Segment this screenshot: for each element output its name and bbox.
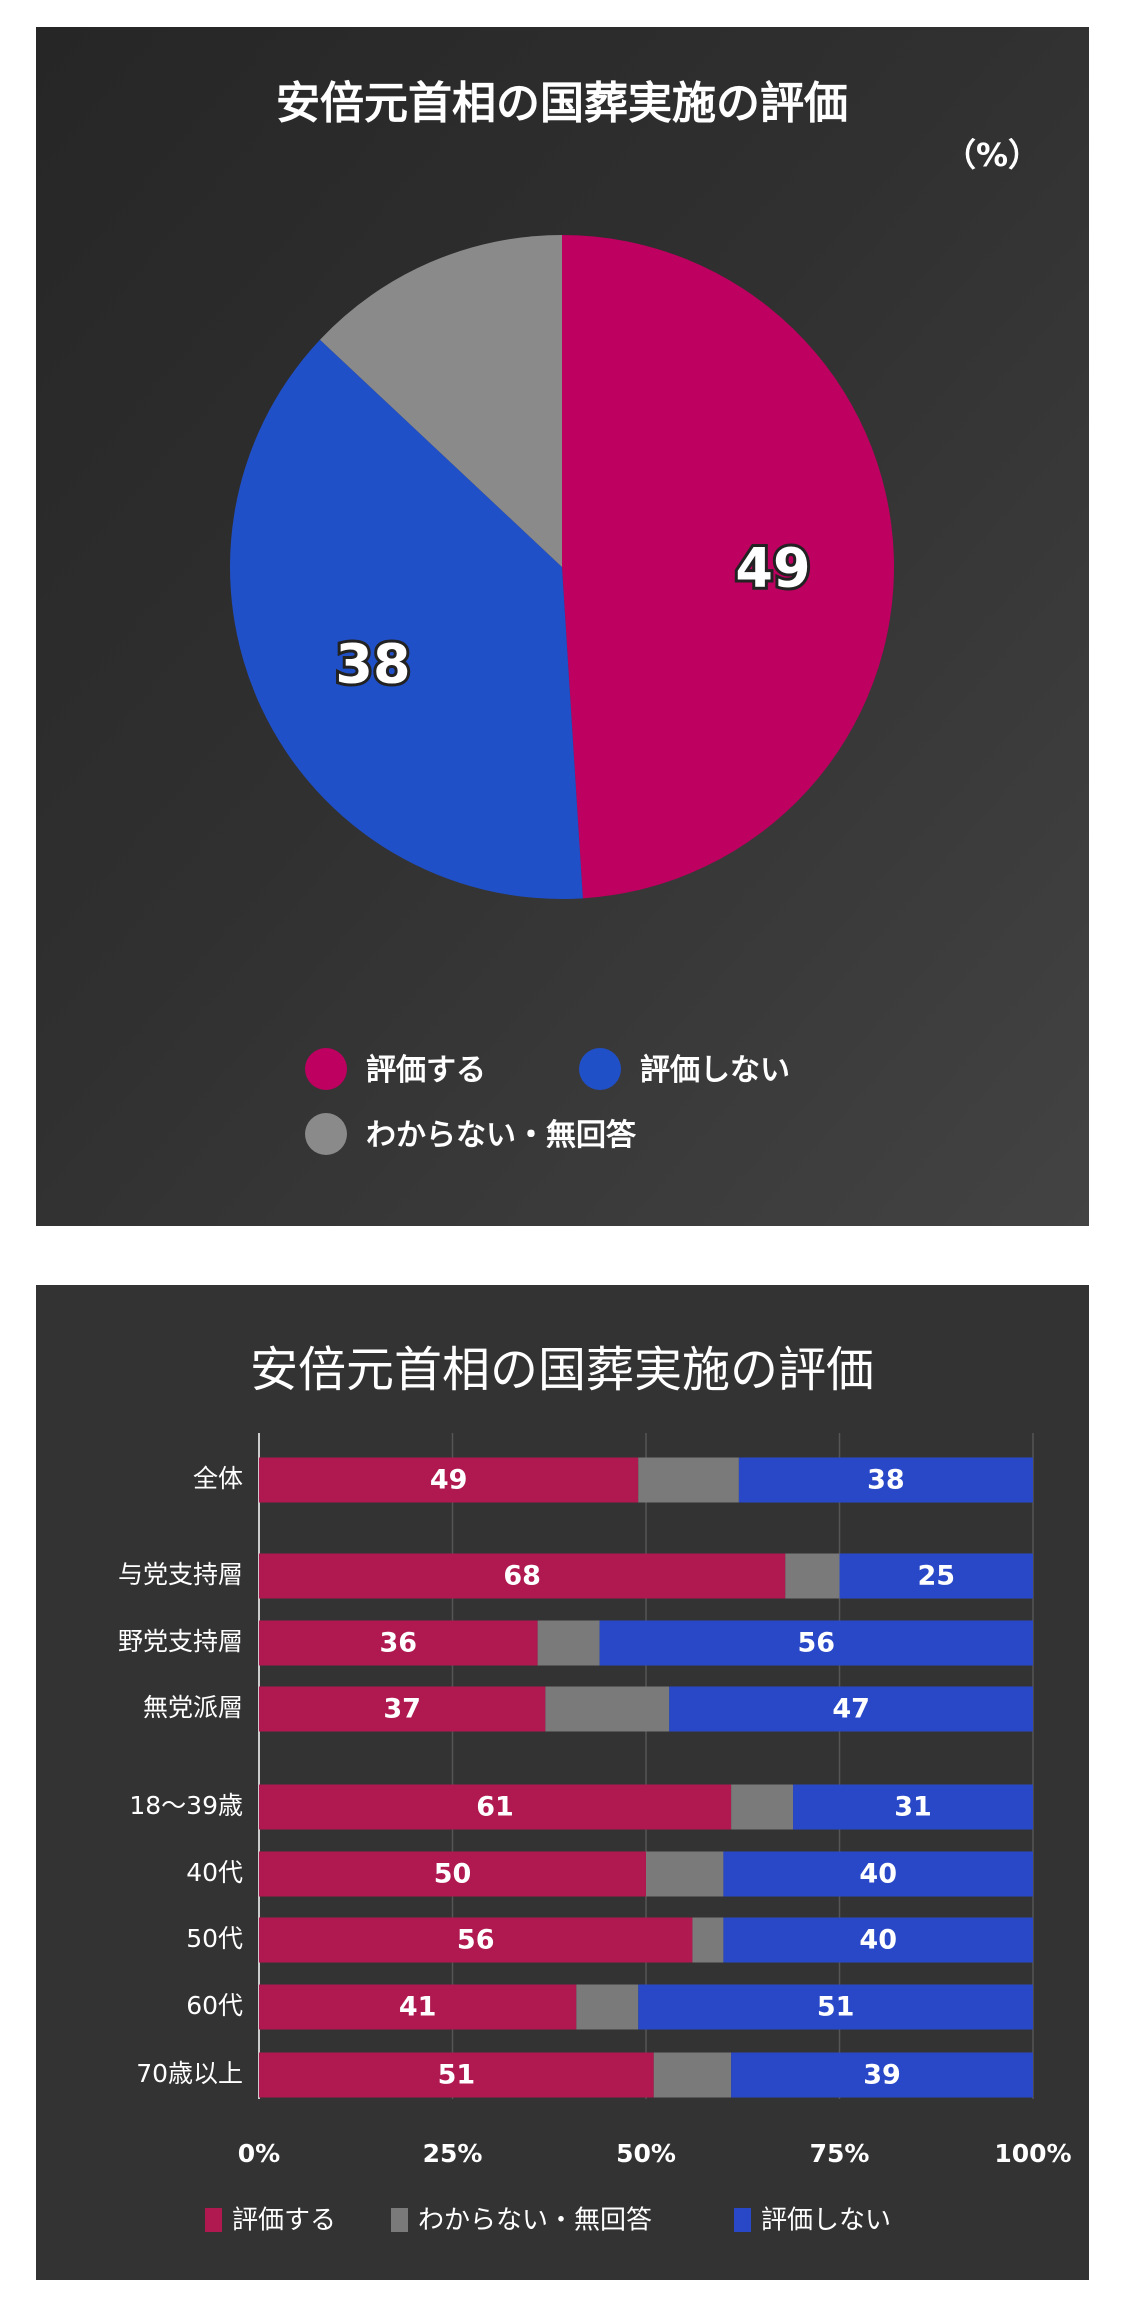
x-tick-label: 50% xyxy=(616,2139,676,2168)
bar-segment xyxy=(537,1620,600,1666)
pie-slice-2 xyxy=(230,339,583,899)
category-label: 70歳以上 xyxy=(136,2059,243,2088)
bar-row: 野党支持層 36 56 xyxy=(118,1620,1033,1666)
bar-segment xyxy=(731,1784,794,1830)
bar-row: 40代 50 40 xyxy=(186,1851,1033,1897)
category-label: 50代 xyxy=(186,1924,243,1953)
bar-row: 無党派層 37 47 xyxy=(143,1686,1033,1732)
bar-row: 全体 49 38 xyxy=(193,1457,1033,1503)
legend-swatch xyxy=(391,2208,408,2232)
bar-value-label: 50 xyxy=(434,1859,472,1890)
legend-swatch xyxy=(205,2208,222,2232)
bar-row: 50代 56 40 xyxy=(186,1917,1033,1963)
bar-segment xyxy=(692,1917,724,1963)
bar-segment xyxy=(638,1984,1033,2030)
bar-segment xyxy=(599,1620,1033,1666)
bar-value-label: 51 xyxy=(438,2060,476,2091)
pie-chart-panel: 安倍元首相の国葬実施の評価 （%） 49 38 評価する 評価しないわからない・無回… xyxy=(36,27,1089,1226)
legend-label: わからない・無回答 xyxy=(366,1118,637,1153)
bar-segment xyxy=(669,1686,1033,1732)
bar-row: 18〜39歳 61 31 xyxy=(129,1784,1033,1830)
bar-segment xyxy=(653,2052,732,2098)
bar-value-label: 68 xyxy=(503,1561,541,1592)
legend-label: 評価しない xyxy=(761,2206,891,2236)
bar-segment xyxy=(793,1784,1033,1830)
bar-value-label: 31 xyxy=(894,1792,932,1823)
bar-segment xyxy=(738,1457,1033,1503)
category-label: 野党支持層 xyxy=(118,1627,243,1656)
bar-panel-background xyxy=(36,1285,1089,2280)
bar-segment xyxy=(259,1784,732,1830)
bar-value-label: 47 xyxy=(832,1694,870,1725)
bar-segment xyxy=(731,2052,1033,2098)
legend-swatch xyxy=(579,1048,621,1090)
bar-segment xyxy=(259,1457,639,1503)
bar-value-label: 36 xyxy=(380,1628,418,1659)
legend-label: わからない・無回答 xyxy=(418,2206,652,2236)
pie-slice-label: 38 xyxy=(335,633,410,696)
pie-chart-title: 安倍元首相の国葬実施の評価 xyxy=(276,78,848,129)
bar-segment xyxy=(259,1553,786,1599)
bar-value-label: 40 xyxy=(859,1925,897,1956)
category-label: 与党支持層 xyxy=(118,1560,243,1589)
bar-chart-title: 安倍元首相の国葬実施の評価 xyxy=(250,1342,874,1398)
bar-segment xyxy=(723,1851,1033,1897)
category-label: 全体 xyxy=(193,1464,243,1493)
category-label: 無党派層 xyxy=(143,1693,243,1722)
bar-value-label: 25 xyxy=(917,1561,955,1592)
bar-value-label: 49 xyxy=(430,1465,468,1496)
bar-row: 60代 41 51 xyxy=(186,1984,1033,2030)
bar-rows: 全体 49 38 与党支持層 68 25 野党支持層 36 56 無党派層 37 47 18〜39歳 61… xyxy=(118,1457,1033,2098)
pie-unit-label: （%） xyxy=(944,136,1040,174)
bar-segment xyxy=(646,1851,724,1897)
bar-legend: 評価する わからない・無回答 評価しない xyxy=(205,2206,891,2236)
bar-row: 70歳以上 51 39 xyxy=(136,2052,1033,2098)
bar-value-label: 56 xyxy=(797,1628,835,1659)
x-tick-label: 0% xyxy=(238,2139,280,2168)
bar-value-label: 40 xyxy=(859,1859,897,1890)
bar-value-label: 37 xyxy=(383,1694,421,1725)
legend-swatch xyxy=(305,1048,347,1090)
pie-slices: 49 38 xyxy=(230,235,894,899)
bar-segment xyxy=(839,1553,1033,1599)
x-tick-label: 100% xyxy=(994,2139,1071,2168)
x-tick-label: 75% xyxy=(810,2139,870,2168)
bar-segment xyxy=(259,1620,538,1666)
bar-value-label: 61 xyxy=(476,1792,514,1823)
legend-label: 評価する xyxy=(366,1053,486,1088)
bar-segment xyxy=(259,2052,654,2098)
legend-swatch xyxy=(734,2208,751,2232)
bar-value-label: 56 xyxy=(457,1925,495,1956)
bar-segment xyxy=(259,1984,577,2030)
category-label: 18〜39歳 xyxy=(129,1791,243,1820)
category-label: 60代 xyxy=(186,1991,243,2020)
pie-slice-label: 49 xyxy=(735,537,810,600)
bar-value-label: 38 xyxy=(867,1465,905,1496)
legend-label: 評価しない xyxy=(640,1053,790,1088)
bar-value-label: 39 xyxy=(863,2060,901,2091)
pie-slice-1 xyxy=(562,235,894,899)
bar-segment xyxy=(576,1984,639,2030)
bar-segment xyxy=(723,1917,1033,1963)
bar-row: 与党支持層 68 25 xyxy=(118,1553,1033,1599)
bar-value-label: 51 xyxy=(817,1992,855,2023)
bar-chart-panel: 安倍元首相の国葬実施の評価 0% 25% 50% 75% 100% 全体 49 38 与党支持… xyxy=(36,1285,1089,2280)
bar-segment xyxy=(259,1917,693,1963)
legend-label: 評価する xyxy=(232,2206,336,2236)
bar-segment xyxy=(259,1686,546,1732)
pie-slice-3 xyxy=(319,235,562,567)
bar-segment xyxy=(545,1686,670,1732)
bar-segment xyxy=(785,1553,840,1599)
bar-segment xyxy=(638,1457,739,1503)
legend-swatch xyxy=(305,1113,347,1155)
bar-segment xyxy=(259,1851,646,1897)
bar-value-label: 41 xyxy=(399,1992,437,2023)
category-label: 40代 xyxy=(186,1858,243,1887)
x-tick-label: 25% xyxy=(423,2139,483,2168)
